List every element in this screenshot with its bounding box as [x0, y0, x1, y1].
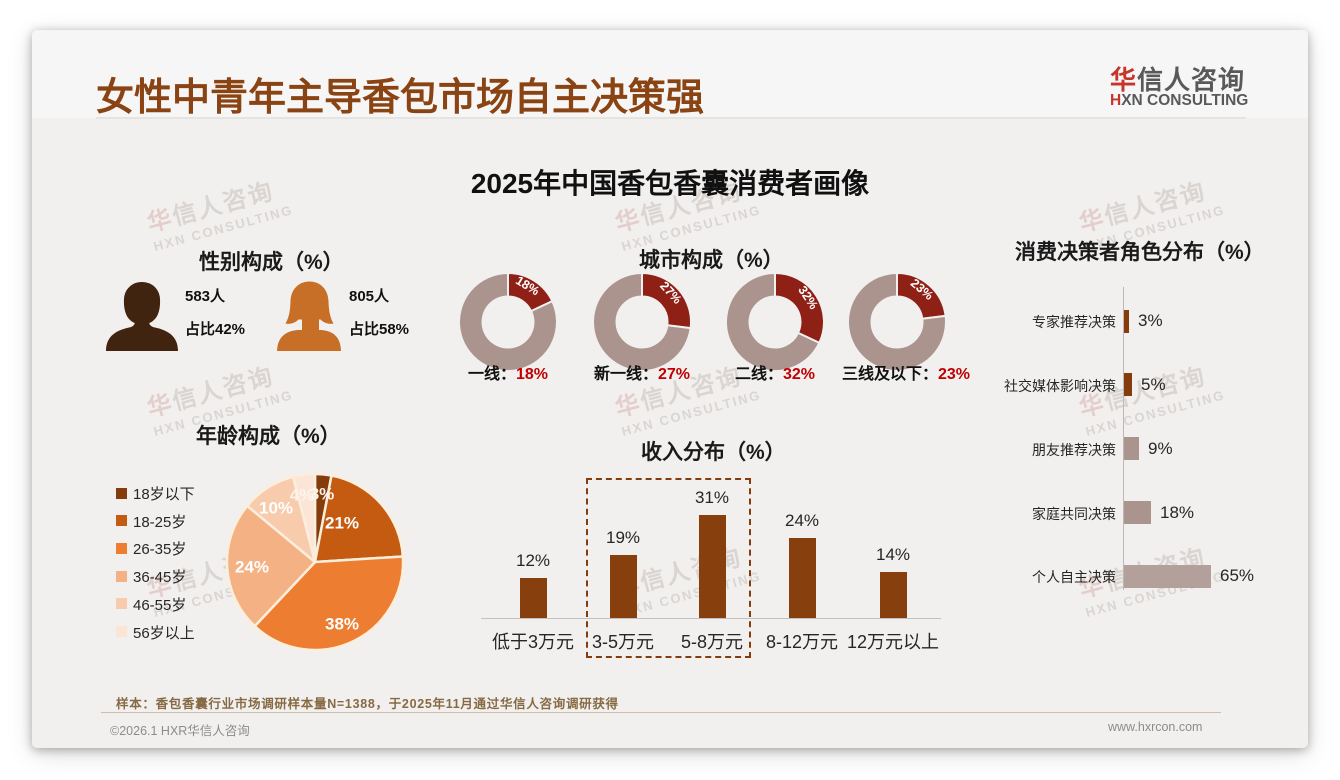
svg-text:38%: 38% — [325, 615, 359, 634]
svg-text:24%: 24% — [235, 558, 269, 577]
svg-text:4%: 4% — [290, 486, 315, 505]
svg-text:10%: 10% — [259, 499, 293, 518]
svg-text:3%: 3% — [310, 485, 335, 504]
svg-text:21%: 21% — [325, 514, 359, 533]
